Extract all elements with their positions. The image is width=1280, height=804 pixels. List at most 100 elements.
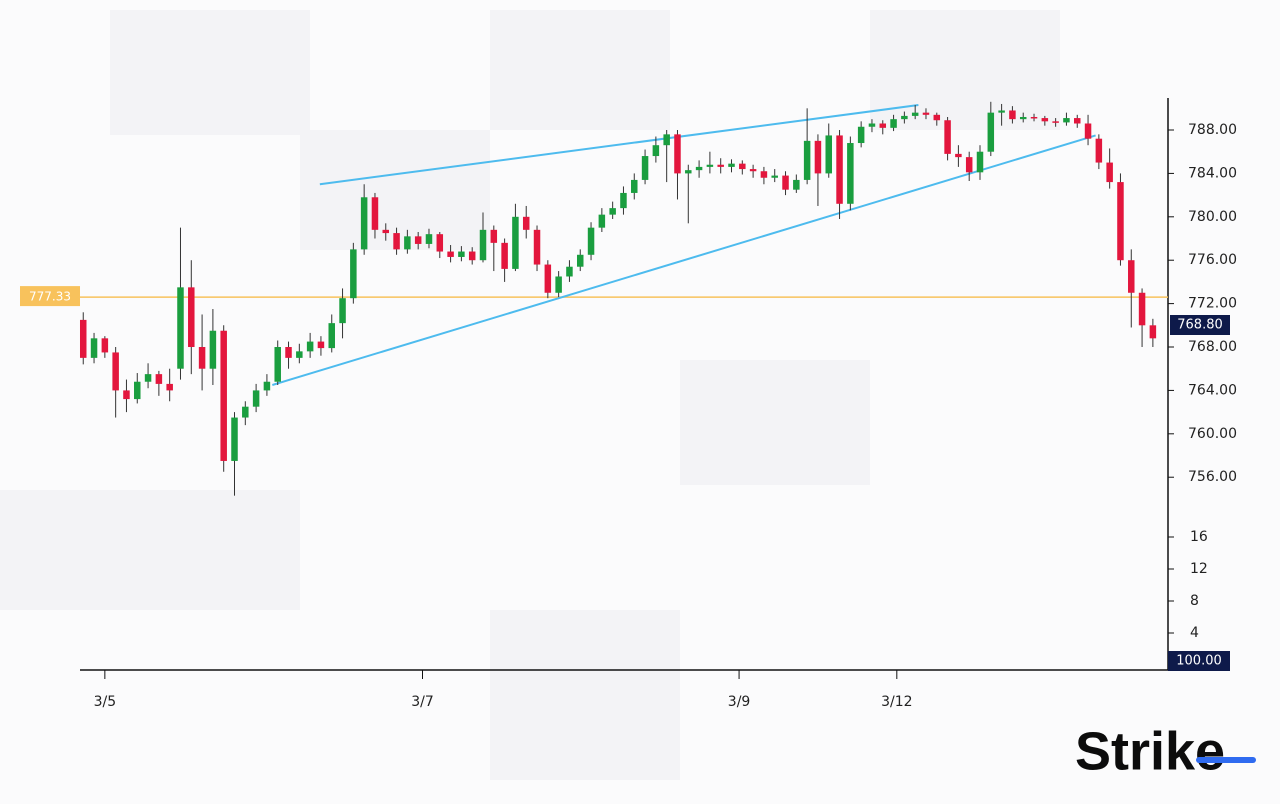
candle-body — [1030, 116, 1038, 119]
candle-body — [1117, 182, 1124, 261]
y-tick-label: 776.00 — [1188, 252, 1237, 268]
candle-body — [1019, 116, 1027, 120]
price-line-badge — [20, 286, 80, 307]
candle-body — [339, 298, 346, 324]
candle-body — [274, 347, 281, 382]
candle-body — [90, 338, 98, 358]
candle-body — [188, 287, 195, 348]
candle-body — [879, 123, 887, 128]
y-tick-label: 784.00 — [1188, 165, 1237, 181]
y-tick-label: 772.00 — [1188, 296, 1237, 312]
candle-body — [522, 216, 530, 230]
candle-body — [1149, 325, 1157, 339]
candle-body — [1084, 123, 1092, 139]
candle-body — [382, 229, 390, 234]
last-price-label: 768.80 — [1177, 318, 1223, 333]
candle-body — [911, 112, 919, 116]
candle-body — [231, 417, 238, 461]
candle-body — [490, 229, 498, 243]
candle-body — [760, 171, 768, 178]
candle-body — [479, 229, 487, 261]
candle-body — [576, 254, 584, 267]
candle-body — [739, 163, 746, 170]
candle-body — [468, 251, 476, 261]
price-line-label: 777.33 — [29, 290, 71, 304]
candle-body — [857, 126, 865, 144]
candle-body — [771, 175, 778, 178]
candle-body — [447, 251, 454, 257]
tile — [490, 10, 670, 130]
brand-logo: Strike — [1075, 721, 1225, 781]
candle-body — [782, 175, 789, 190]
tile — [490, 610, 680, 780]
candle-body — [1052, 121, 1059, 123]
candle-body — [501, 242, 508, 269]
candle-body — [1128, 260, 1135, 293]
trendline — [319, 104, 919, 186]
candle-body — [620, 192, 627, 209]
candle-body — [631, 179, 638, 193]
candle-body — [209, 330, 217, 369]
candle-body — [868, 123, 876, 127]
candle-body — [166, 383, 173, 391]
background-tiles — [0, 10, 1060, 780]
y-tick-label: 788.00 — [1188, 122, 1237, 138]
y-tick-label: 780.00 — [1188, 209, 1237, 225]
candle-body — [79, 319, 87, 358]
candle-body — [306, 341, 314, 352]
candle-body — [252, 390, 260, 407]
y-tick-label: 764.00 — [1188, 382, 1237, 398]
candle-body — [1095, 138, 1103, 163]
y-tick-label: 760.00 — [1188, 426, 1237, 442]
x-tick-label: 3/12 — [881, 694, 912, 710]
candle-body — [328, 323, 335, 349]
candle-body — [134, 381, 141, 400]
candle-body — [641, 156, 649, 180]
candle-body — [976, 151, 984, 173]
candle-body — [1063, 118, 1070, 123]
x-tick-label: 3/5 — [94, 694, 117, 710]
candle-body — [544, 264, 552, 293]
candle-body — [242, 406, 249, 418]
candle-body — [512, 216, 519, 269]
candle-body — [587, 227, 595, 255]
candle-body — [749, 169, 757, 172]
candle-body — [1138, 292, 1146, 326]
candle-body — [674, 134, 681, 174]
candle-body — [901, 115, 908, 120]
x-tick-label: 3/7 — [411, 694, 434, 710]
candle-body — [425, 234, 433, 244]
candle-body — [706, 164, 714, 167]
candle-body — [933, 114, 941, 121]
candle-body — [350, 249, 357, 299]
candle-body — [317, 341, 325, 349]
candle-body — [663, 134, 670, 146]
candle-body — [393, 233, 400, 250]
candle-body — [220, 330, 227, 461]
volume-badge — [1168, 651, 1230, 671]
tile — [680, 360, 870, 485]
candle-body — [987, 112, 995, 152]
tile — [300, 130, 490, 250]
volume-tick-label: 8 — [1190, 593, 1199, 609]
candle-body — [598, 214, 606, 228]
candle-body — [814, 140, 822, 174]
candle-body — [955, 153, 962, 158]
candle-body — [998, 110, 1005, 113]
candle-body — [922, 112, 930, 115]
candle-body — [1073, 118, 1081, 124]
tile — [870, 10, 1060, 130]
candle-body — [825, 135, 832, 174]
candle-body — [198, 347, 206, 369]
candle-body — [533, 229, 541, 265]
candle-body — [285, 347, 292, 358]
tile — [110, 10, 310, 135]
candle-body — [717, 164, 724, 167]
candle-body — [1041, 118, 1049, 122]
candle-body — [685, 170, 692, 174]
candle-body — [566, 266, 573, 277]
candle-body — [944, 120, 951, 154]
candle-body — [414, 236, 422, 244]
volume-tick-label: 12 — [1190, 561, 1208, 577]
candle-body — [1009, 110, 1016, 120]
